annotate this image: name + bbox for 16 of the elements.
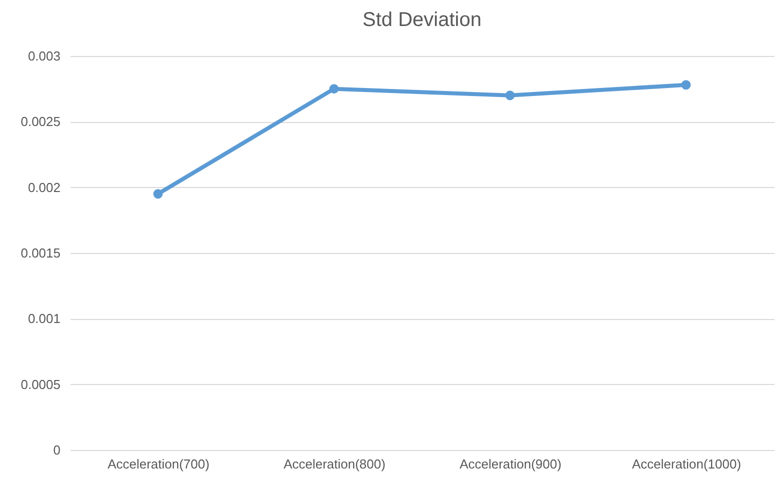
- y-tick-label: 0: [53, 442, 60, 458]
- point: [505, 90, 515, 100]
- y-tick-label: 0.003: [28, 48, 60, 64]
- y-tick-label: 0.0005: [20, 376, 60, 392]
- y-tick-label: 0.0025: [20, 114, 60, 130]
- y-tick-label: 0.002: [28, 180, 60, 195]
- x-tick-label: Acceleration(900): [460, 456, 562, 472]
- x-tick-label: Acceleration(800): [284, 456, 386, 472]
- point: [681, 80, 691, 90]
- chart-title: Std Deviation: [362, 9, 482, 31]
- y-tick-label: 0.001: [28, 311, 60, 326]
- x-tick-label: Acceleration(1000): [632, 456, 742, 472]
- point: [153, 189, 163, 199]
- y-tick-label: 0.0015: [20, 246, 60, 260]
- point: [329, 84, 339, 94]
- x-tick-label: Acceleration(700): [108, 456, 210, 472]
